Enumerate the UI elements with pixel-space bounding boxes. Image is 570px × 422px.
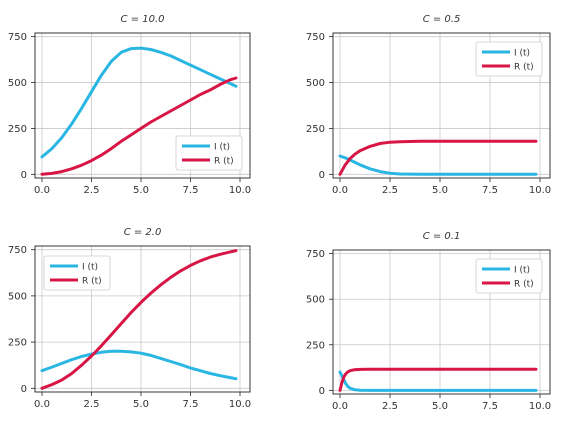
y-tick-label: 0 (21, 384, 27, 395)
legend-label-r: R (t) (82, 277, 102, 287)
y-tick-label: 750 (8, 32, 27, 43)
chart-title: C = 0.1 (423, 231, 461, 242)
x-tick-label: 7.5 (482, 401, 498, 412)
y-tick-label: 750 (8, 245, 27, 256)
y-tick-label: 500 (306, 295, 325, 306)
x-tick-label: 7.5 (183, 399, 199, 410)
legend-label-i: I (t) (214, 143, 230, 153)
legend: I (t) R (t) (475, 258, 543, 294)
x-tick-label: 5.0 (432, 185, 448, 196)
series-line-r (338, 139, 538, 176)
x-tick-label: 5.0 (432, 401, 448, 412)
x-tick-label: 5.0 (133, 185, 149, 196)
y-tick-label: 500 (306, 78, 325, 89)
legend: I (t) R (t) (475, 41, 543, 77)
y-tick-label: 500 (8, 291, 27, 302)
x-tick-label: 10.0 (529, 401, 551, 412)
y-tick-label: 750 (306, 32, 325, 43)
x-tick-label: 2.5 (84, 185, 100, 196)
y-tick-label: 250 (306, 340, 325, 351)
x-tick-label: 7.5 (482, 185, 498, 196)
y-tick-label: 250 (306, 124, 325, 135)
y-tick-label: 500 (8, 78, 27, 89)
y-tick-label: 0 (21, 170, 27, 181)
legend: I (t) R (t) (175, 135, 243, 171)
chart-title: C = 2.0 (124, 227, 162, 238)
y-tick-label: 250 (8, 124, 27, 135)
series-line-i (338, 154, 538, 176)
y-tick-label: 0 (319, 170, 325, 181)
x-tick-label: 0.0 (332, 401, 348, 412)
series-line-r (40, 249, 238, 390)
series-line-r (40, 76, 238, 176)
x-tick-label: 5.0 (133, 399, 149, 410)
y-tick-label: 750 (306, 249, 325, 260)
x-tick-label: 0.0 (332, 185, 348, 196)
chart-panel: C = 0.1 0.0 2.5 5.0 7.5 10.0 0 250 500 750 I (t) R … (306, 231, 551, 412)
x-tick-label: 0.0 (34, 399, 50, 410)
series-line-i (40, 46, 238, 159)
x-tick-label: 2.5 (382, 185, 398, 196)
x-tick-label: 10.0 (529, 185, 551, 196)
y-tick-label: 250 (8, 338, 27, 349)
chart-title: C = 10.0 (121, 14, 165, 25)
x-tick-label: 2.5 (382, 401, 398, 412)
chart-title: C = 0.5 (423, 14, 461, 25)
legend-label-r: R (t) (214, 157, 234, 167)
x-tick-label: 7.5 (183, 185, 199, 196)
plot-frame (34, 245, 251, 393)
chart-panel: C = 10.0 0.0 2.5 5.0 7.5 10.0 0 250 500 750 I (t) R… (8, 14, 251, 196)
legend-label-i: I (t) (514, 266, 530, 276)
plot-frame (332, 32, 551, 179)
chart-panel: C = 2.0 0.0 2.5 5.0 7.5 10.0 0 250 500 750 I (t) R … (8, 227, 251, 410)
series-line-i (338, 370, 538, 392)
x-tick-label: 10.0 (229, 399, 251, 410)
legend-label-r: R (t) (514, 280, 534, 290)
legend: I (t) R (t) (43, 255, 111, 291)
x-tick-label: 0.0 (34, 185, 50, 196)
legend-label-i: I (t) (514, 49, 530, 59)
x-tick-label: 10.0 (229, 185, 251, 196)
plot-frame (34, 32, 251, 179)
series-line-r (338, 367, 538, 392)
series-line-i (40, 349, 238, 381)
chart-panel: C = 0.5 0.0 2.5 5.0 7.5 10.0 0 250 500 750 I (t) R … (306, 14, 551, 196)
legend-label-r: R (t) (514, 63, 534, 73)
legend-label-i: I (t) (82, 263, 98, 273)
y-tick-label: 0 (319, 386, 325, 397)
x-tick-label: 2.5 (84, 399, 100, 410)
plot-frame (332, 249, 551, 395)
